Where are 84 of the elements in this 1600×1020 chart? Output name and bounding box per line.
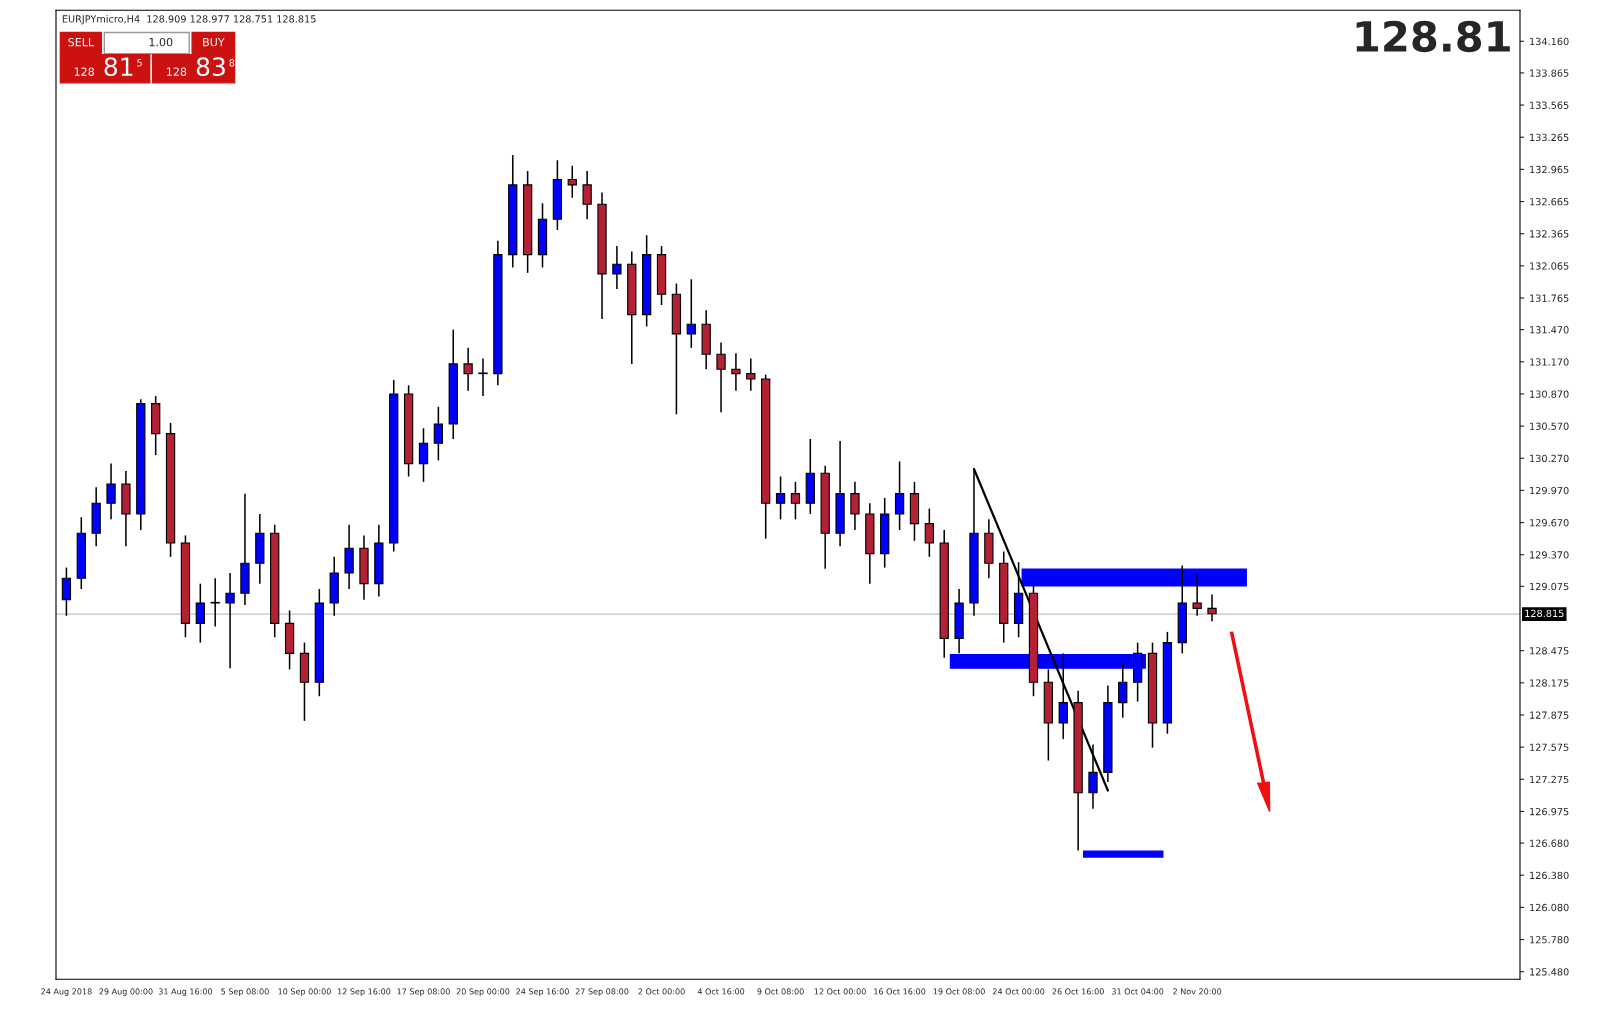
- candlestick: [61, 566, 72, 617]
- x-tick-label: 24 Oct 00:00: [992, 988, 1045, 995]
- x-tick-label: 27 Sep 08:00: [575, 988, 629, 997]
- ref-line-label: 128.815: [1525, 609, 1564, 618]
- y-tick-label: 131.765: [1530, 294, 1569, 302]
- y-tick-label: 125.480: [1530, 968, 1569, 976]
- annotation: EURJPYmicro,H4 128.909 128.977 128.751 128.815: [62, 15, 316, 25]
- y-tick-label: 133.865: [1530, 69, 1569, 77]
- candlestick: [567, 164, 577, 199]
- candlestick: [790, 481, 801, 521]
- annotation: SELL: [68, 37, 95, 47]
- x-tick-label: 12 Oct 00:00: [814, 988, 866, 995]
- y-tick-label: 130.270: [1530, 454, 1569, 463]
- candlestick: [746, 357, 756, 392]
- y-tick-label: 126.680: [1530, 839, 1569, 847]
- y-tick-label: 132.965: [1530, 165, 1569, 174]
- y-tick-label: 133.565: [1530, 101, 1569, 109]
- y-tick-label: 125.780: [1530, 936, 1569, 944]
- x-tick-label: 12 Sep 16:00: [337, 988, 391, 997]
- x-tick-label: 2 Nov 20:00: [1173, 988, 1222, 995]
- y-tick-label: 126.975: [1530, 807, 1569, 816]
- y-tick-label: 129.370: [1530, 551, 1569, 559]
- annotation: BUY: [203, 38, 225, 47]
- y-tick-label: 128.175: [1530, 679, 1569, 687]
- y-tick-label: 129.670: [1530, 519, 1569, 527]
- candlestick: [582, 170, 592, 220]
- candlestick: [686, 278, 696, 349]
- x-tick-label: 24 Aug 2018: [41, 988, 92, 997]
- candlestick: [418, 427, 429, 483]
- x-tick-label: 9 Oct 08:00: [757, 988, 804, 995]
- x-tick-label: 31 Aug 16:00: [158, 988, 213, 997]
- candlestick: [463, 347, 473, 392]
- candlestick: [478, 357, 488, 397]
- candlestick: [775, 475, 786, 521]
- annotation: 81: [104, 57, 133, 77]
- x-tick-label: 5 Sep 08:00: [221, 988, 269, 997]
- y-tick-label: 127.575: [1530, 743, 1569, 751]
- annotation: 128: [74, 67, 95, 76]
- x-tick-label: 29 Aug 00:00: [99, 988, 153, 997]
- y-tick-label: 132.065: [1530, 262, 1569, 270]
- annotation: 1.00: [149, 37, 173, 47]
- x-tick-label: 31 Oct 04:00: [1111, 988, 1164, 995]
- annotation: 128: [167, 67, 187, 76]
- y-tick-label: 131.170: [1530, 358, 1569, 366]
- y-tick-label: 131.470: [1530, 326, 1569, 334]
- candlestick: [195, 582, 205, 644]
- x-tick-label: 26 Oct 16:00: [1052, 988, 1104, 995]
- candlestick: [1207, 593, 1217, 622]
- candlestick: [924, 507, 934, 558]
- candlestick: [716, 341, 726, 413]
- candlestick: [731, 352, 741, 392]
- y-tick-label: 133.265: [1530, 133, 1569, 142]
- x-tick-label: 24 Sep 16:00: [516, 988, 569, 997]
- x-tick-label: 2 Oct 00:00: [638, 988, 685, 995]
- candlestick: [106, 462, 116, 521]
- y-tick-label: 132.665: [1530, 198, 1569, 206]
- y-tick-label: 130.870: [1530, 390, 1569, 398]
- x-tick-label: 20 Sep 00:00: [456, 988, 510, 997]
- x-tick-label: 19 Oct 08:00: [933, 988, 985, 995]
- annotation: 128.81: [1356, 20, 1510, 53]
- candlestick: [612, 245, 622, 290]
- annotation: 83: [196, 57, 225, 77]
- x-tick-label: 10 Sep 00:00: [278, 988, 331, 997]
- y-tick-label: 129.075: [1530, 582, 1569, 591]
- annotation: 5: [137, 59, 142, 67]
- y-tick-label: 129.970: [1530, 486, 1569, 495]
- candlestick: [433, 406, 444, 462]
- y-tick-label: 132.365: [1530, 230, 1569, 238]
- x-tick-label: 16 Oct 16:00: [874, 988, 926, 995]
- y-tick-label: 134.160: [1530, 37, 1569, 46]
- y-tick-label: 127.275: [1530, 775, 1569, 784]
- y-tick-label: 126.080: [1530, 903, 1569, 912]
- y-tick-label: 126.380: [1530, 871, 1569, 880]
- y-tick-label: 130.570: [1530, 422, 1569, 430]
- candlestick: [210, 577, 220, 628]
- x-tick-label: 17 Sep 08:00: [397, 988, 450, 997]
- y-tick-label: 127.875: [1530, 711, 1569, 719]
- x-tick-label: 4 Oct 16:00: [697, 988, 745, 995]
- annotation: 8: [229, 59, 235, 67]
- candlestick: [1192, 572, 1202, 617]
- candlestick: [850, 481, 860, 531]
- y-tick-label: 128.475: [1530, 647, 1569, 655]
- candlestick: [894, 460, 905, 531]
- candlestick: [225, 572, 235, 670]
